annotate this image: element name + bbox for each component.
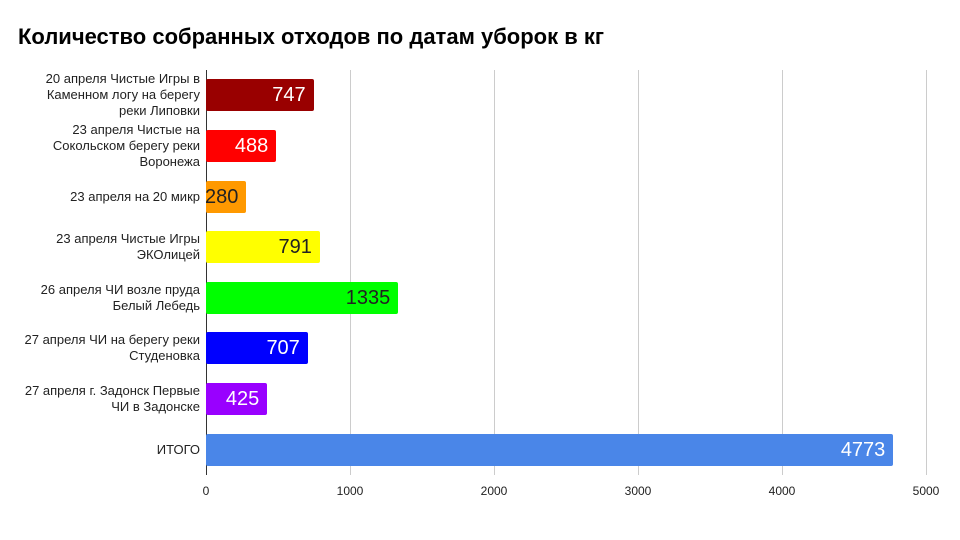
grid-line: [638, 70, 639, 475]
y-tick-label: 23 апреля Чистые на Сокольском берегу ре…: [52, 121, 200, 169]
grid-line: [494, 70, 495, 475]
grid-line: [782, 70, 783, 475]
grid-line: [926, 70, 927, 475]
y-tick-label: 27 апреля ЧИ на берегу реки Студеновка: [24, 332, 201, 364]
x-tick-label: 5000: [912, 484, 940, 498]
bar: [206, 129, 277, 162]
data-label: 707: [266, 337, 300, 360]
bar: [206, 231, 320, 264]
bar: [206, 332, 308, 365]
data-label: 425: [225, 388, 260, 411]
data-label: 488: [234, 134, 269, 157]
y-tick-label: 27 апреля г. Задонск Первые ЧИ в Задонск…: [24, 383, 200, 415]
data-label: 4773: [840, 438, 886, 461]
y-tick-label: ИТОГО: [156, 441, 200, 457]
axis-line: [206, 70, 207, 475]
bar: [206, 383, 268, 416]
grid-line: [350, 70, 351, 475]
chart-title: Количество собранных отходов по датам уб…: [18, 24, 605, 49]
x-tick-label: 1000: [336, 484, 364, 498]
x-tick-label: 4000: [768, 484, 796, 498]
y-tick-label: 26 апреля ЧИ возле пруда Белый Лебедь: [40, 281, 200, 313]
x-tick-label: 0: [202, 484, 210, 498]
x-tick-label: 2000: [480, 484, 508, 498]
data-label: 791: [278, 236, 312, 259]
bar: [206, 79, 314, 112]
bar: [206, 433, 894, 466]
y-tick-label: 23 апреля Чистые Игры ЭКОлицей: [56, 231, 200, 263]
y-tick-label: 23 апреля на 20 микр: [70, 188, 200, 204]
bar: [206, 281, 399, 314]
data-label: 1335: [345, 286, 391, 309]
data-label: 280: [204, 185, 239, 208]
bar: [206, 180, 247, 213]
data-label: 747: [272, 84, 306, 107]
x-tick-label: 3000: [624, 484, 652, 498]
y-tick-label: 20 апреля Чистые Игры в Каменном логу на…: [45, 71, 200, 119]
